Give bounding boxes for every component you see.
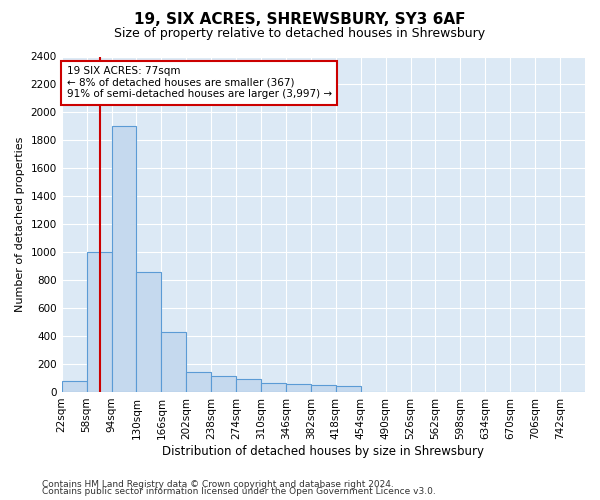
- Bar: [186, 372, 211, 392]
- Text: Contains HM Land Registry data © Crown copyright and database right 2024.: Contains HM Land Registry data © Crown c…: [42, 480, 394, 489]
- Text: Contains public sector information licensed under the Open Government Licence v3: Contains public sector information licen…: [42, 487, 436, 496]
- X-axis label: Distribution of detached houses by size in Shrewsbury: Distribution of detached houses by size …: [163, 444, 484, 458]
- Text: Size of property relative to detached houses in Shrewsbury: Size of property relative to detached ho…: [115, 28, 485, 40]
- Text: 19, SIX ACRES, SHREWSBURY, SY3 6AF: 19, SIX ACRES, SHREWSBURY, SY3 6AF: [134, 12, 466, 28]
- Y-axis label: Number of detached properties: Number of detached properties: [15, 136, 25, 312]
- Bar: [136, 272, 161, 392]
- Bar: [62, 381, 86, 392]
- Bar: [236, 380, 261, 392]
- Bar: [112, 126, 136, 392]
- Text: 19 SIX ACRES: 77sqm
← 8% of detached houses are smaller (367)
91% of semi-detach: 19 SIX ACRES: 77sqm ← 8% of detached hou…: [67, 66, 332, 100]
- Bar: [211, 376, 236, 392]
- Bar: [261, 383, 286, 392]
- Bar: [161, 332, 186, 392]
- Bar: [311, 385, 336, 392]
- Bar: [336, 386, 361, 392]
- Bar: [86, 252, 112, 392]
- Bar: [286, 384, 311, 392]
